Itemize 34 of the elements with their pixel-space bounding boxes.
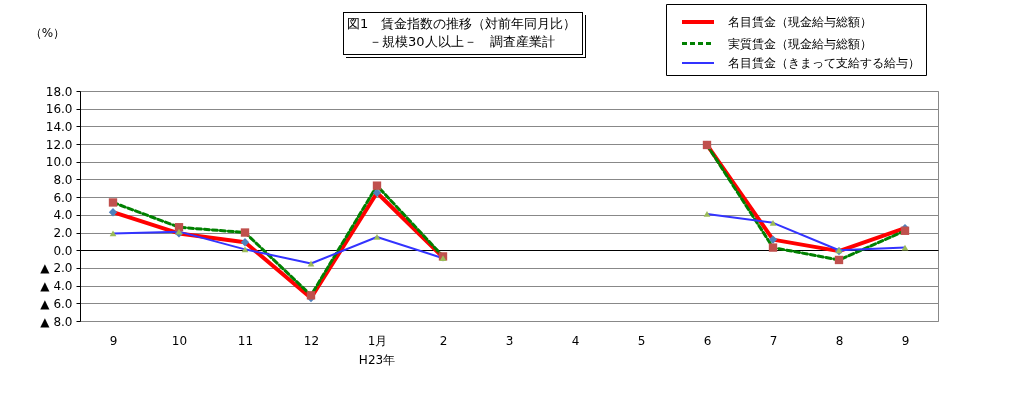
y-tick-label: ▲ 8.0: [40, 314, 73, 329]
y-tick-label: 4.0: [53, 208, 73, 223]
x-tick-label: 12: [303, 333, 320, 348]
x-tick-label: 1月: [367, 333, 388, 348]
x-tick-label: 10: [171, 333, 188, 348]
legend-label: 名目賃金（現金給与総額）: [728, 15, 872, 29]
y-tick-label: 0.0: [53, 243, 73, 258]
y-tick-label: 16.0: [45, 102, 73, 117]
y-tick-label: ▲ 4.0: [40, 279, 73, 294]
y-tick-label: 12.0: [45, 137, 73, 152]
y-tick-label: 8.0: [53, 172, 73, 187]
x-tick-label: 6: [703, 333, 712, 348]
x-tick-label: 11: [237, 333, 254, 348]
y-tick-label: ▲ 6.0: [40, 296, 73, 311]
chart-title: 図1 賃金指数の推移（対前年同月比）: [347, 15, 577, 33]
text: H23年: [358, 353, 396, 367]
y-tick-label: 18.0: [45, 84, 73, 99]
y-tick-label: 2.0: [53, 226, 73, 241]
y-tick-label: ▲ 2.0: [40, 261, 73, 276]
y-tick-label: 10.0: [45, 155, 73, 170]
chart-subtitle: －規模30人以上－ 調査産業計: [368, 33, 556, 51]
x-tick-label: 9: [901, 333, 910, 348]
y-tick-label: 6.0: [53, 190, 73, 205]
x-tick-label: 7: [769, 333, 778, 348]
x-tick-label: 5: [637, 333, 646, 348]
legend-label: 名目賃金（きまって支給する給与）: [728, 56, 920, 70]
x-tick-label: 9: [109, 333, 118, 348]
legend-label: 実質賃金（現金給与総額）: [728, 36, 872, 51]
x-tick-label: 3: [505, 333, 514, 348]
y-axis-title: （%）: [29, 25, 66, 40]
x-tick-label: 4: [571, 333, 580, 348]
y-tick-label: 14.0: [45, 119, 73, 134]
x-tick-label: 8: [835, 333, 844, 348]
x-tick-label: 2: [439, 333, 448, 348]
